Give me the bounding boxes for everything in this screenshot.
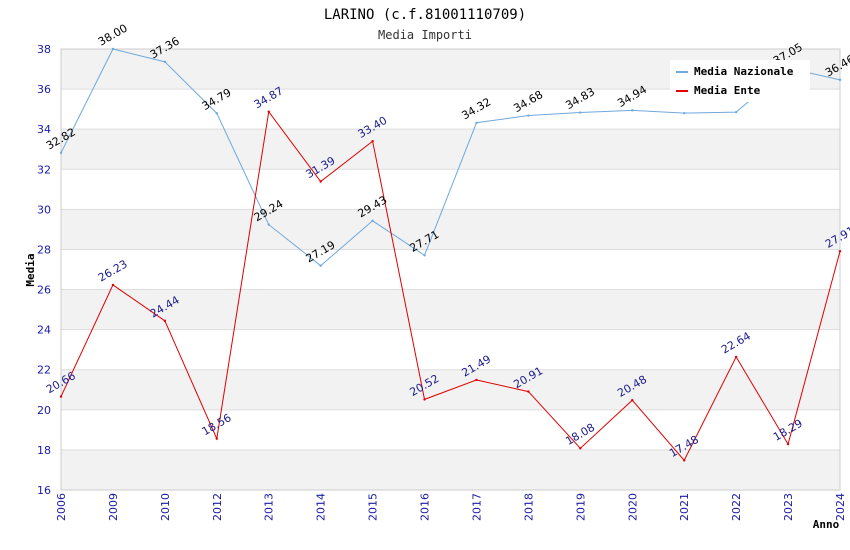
data-point [267, 110, 270, 113]
legend-label-media-ente: Media Ente [694, 84, 761, 97]
data-label: 34.32 [459, 95, 493, 122]
data-point [579, 111, 582, 114]
x-tick-label: 2015 [367, 493, 380, 521]
data-point [786, 442, 790, 446]
data-point [838, 78, 842, 82]
y-tick-label: 28 [37, 243, 51, 256]
data-label: 18.29 [771, 417, 805, 444]
x-tick-label: 2020 [626, 493, 639, 521]
y-tick-label: 22 [37, 364, 51, 377]
data-point [215, 437, 218, 440]
series-group [59, 47, 842, 462]
plot-band [61, 449, 840, 490]
plot-band [61, 129, 840, 170]
series-line-media-nazionale [60, 48, 841, 267]
x-tick-label: 2010 [159, 493, 172, 521]
data-point [423, 398, 426, 401]
y-tick-label: 16 [37, 484, 51, 497]
plot-band [61, 289, 840, 330]
data-label: 38.00 [96, 22, 130, 49]
data-point [371, 140, 374, 143]
data-point [111, 47, 115, 51]
y-tick-label: 18 [37, 444, 51, 457]
x-tick-label: 2021 [678, 493, 691, 521]
data-point [319, 264, 322, 267]
y-tick-label: 26 [37, 284, 51, 297]
data-point [423, 254, 426, 257]
data-label: 22.64 [719, 329, 753, 356]
x-axis-ticks: 2006 2009 2010 2012 2013 2014 2015 2016 2017 2018… [55, 493, 847, 521]
y-tick-label: 24 [37, 324, 51, 337]
data-point [475, 378, 478, 382]
plot-bands [61, 49, 840, 490]
y-tick-label: 34 [37, 123, 51, 136]
x-tick-label: 2019 [574, 493, 587, 521]
y-axis-title: Media [24, 253, 37, 286]
data-point [163, 60, 167, 64]
data-point [527, 390, 530, 393]
grid-lines [61, 48, 840, 491]
x-tick-label: 2016 [419, 493, 432, 521]
chart-title: LARINO (c.f.81001110709) [324, 7, 526, 23]
data-point [111, 283, 115, 287]
data-point [838, 250, 842, 253]
x-tick-label: 2006 [55, 493, 68, 521]
x-tick-label: 2009 [107, 493, 120, 521]
chart-subtitle: Media Importi [378, 28, 472, 42]
x-axis-title: Anno [813, 518, 840, 531]
y-axis-ticks: 16 18 20 22 24 26 28 30 32 34 36 38 [37, 43, 51, 497]
x-tick-label: 2017 [470, 493, 483, 521]
x-tick-label: 2013 [263, 493, 276, 521]
data-point [579, 447, 582, 450]
data-point [475, 121, 478, 124]
y-tick-label: 32 [37, 163, 51, 176]
y-tick-label: 36 [37, 83, 51, 96]
data-point [631, 109, 634, 112]
data-point [59, 151, 63, 155]
data-point [371, 219, 374, 222]
legend: Media Nazionale Media Ente [670, 60, 810, 102]
data-label: 26.23 [96, 258, 130, 285]
data-point [683, 111, 686, 115]
x-tick-label: 2018 [522, 493, 535, 521]
data-label: 34.68 [511, 88, 545, 115]
data-point [163, 319, 167, 323]
data-point [683, 459, 686, 462]
data-point [631, 398, 634, 402]
data-label: 34.79 [200, 86, 234, 113]
data-label: 18.56 [200, 411, 234, 438]
data-point [59, 395, 63, 398]
x-tick-label: 2022 [730, 493, 743, 521]
y-tick-label: 38 [37, 43, 51, 56]
data-label: 18.08 [563, 421, 597, 448]
x-tick-label: 2024 [834, 493, 847, 521]
data-point [215, 112, 218, 115]
y-tick-label: 30 [37, 203, 51, 216]
plot-frame [60, 48, 841, 491]
series-line-media-ente [60, 110, 841, 462]
y-tick-label: 20 [37, 404, 51, 417]
data-point [734, 355, 738, 359]
x-tick-label: 2012 [211, 493, 224, 521]
x-tick-label: 2014 [315, 493, 328, 521]
data-point [734, 110, 738, 114]
x-tick-label: 2023 [782, 493, 795, 521]
legend-box [670, 60, 810, 102]
data-point [527, 114, 530, 117]
legend-label-media-nazionale: Media Nazionale [694, 65, 794, 78]
plot-band [61, 209, 840, 250]
data-point [319, 180, 322, 183]
data-point [267, 223, 270, 226]
